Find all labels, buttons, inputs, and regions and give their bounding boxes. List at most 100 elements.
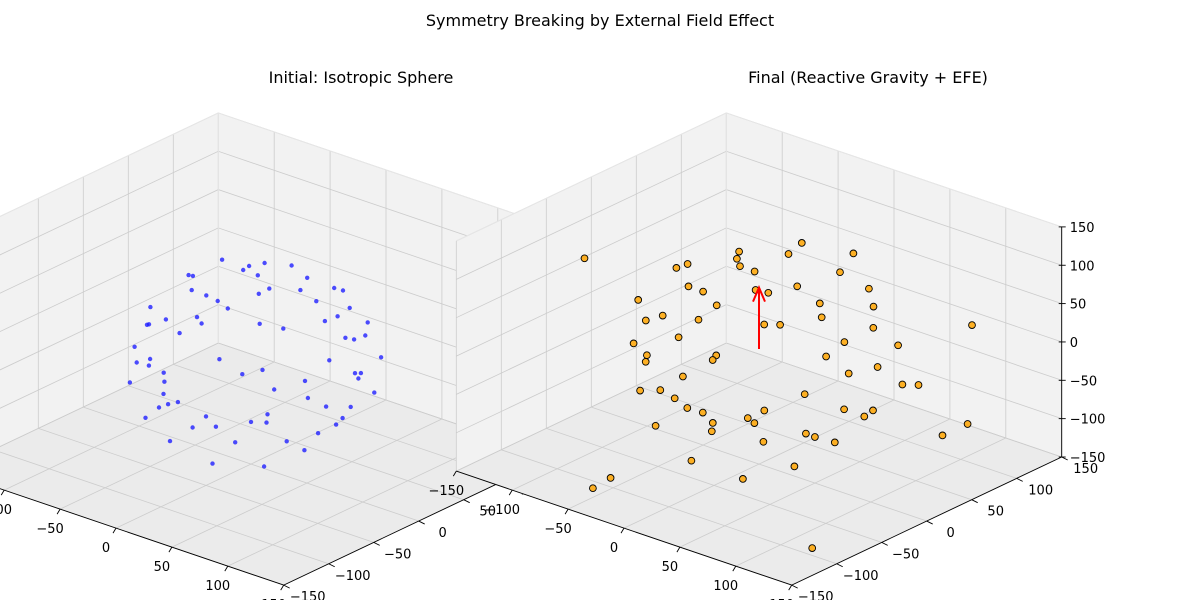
data-point xyxy=(264,420,269,425)
data-point xyxy=(698,408,707,417)
y-tick-mark xyxy=(836,563,843,568)
x-tick-mark xyxy=(452,470,457,477)
field-arrow xyxy=(752,285,766,349)
data-point xyxy=(636,386,644,395)
data-point xyxy=(776,320,784,329)
data-point xyxy=(670,394,679,403)
y-tick-mark xyxy=(1061,456,1068,461)
data-point xyxy=(177,330,182,336)
data-point xyxy=(641,357,650,366)
data-point xyxy=(735,247,743,256)
x-tick-label: 50 xyxy=(662,560,679,575)
y-tick-label: −50 xyxy=(892,547,919,562)
data-point xyxy=(156,405,162,410)
data-point xyxy=(219,257,225,262)
data-point xyxy=(204,293,209,298)
data-point xyxy=(175,399,181,405)
data-point xyxy=(305,395,311,401)
data-point xyxy=(315,431,321,436)
data-point xyxy=(161,370,166,375)
data-point xyxy=(760,320,769,329)
z-tick-label: 0 xyxy=(1070,336,1078,351)
y-tick-label: 50 xyxy=(987,505,1004,520)
data-point xyxy=(194,314,200,320)
figure-suptitle: Symmetry Breaking by External Field Effe… xyxy=(426,11,774,30)
data-point xyxy=(343,335,348,340)
points-final xyxy=(580,239,976,552)
pane-floor xyxy=(0,343,554,586)
data-point xyxy=(365,320,370,325)
data-point xyxy=(860,412,869,421)
y-tick-mark xyxy=(1016,477,1023,482)
data-point xyxy=(333,422,339,427)
x-tick-label: 150 xyxy=(261,598,286,600)
x-tick-label: 100 xyxy=(713,579,738,594)
data-point xyxy=(784,250,793,258)
data-point xyxy=(589,484,597,493)
x-tick-mark xyxy=(676,546,681,553)
data-point xyxy=(658,311,667,320)
data-point xyxy=(683,404,692,412)
data-point xyxy=(210,461,215,466)
data-point xyxy=(760,406,769,415)
y-tick-mark xyxy=(791,584,798,589)
x-tick-mark xyxy=(620,527,625,534)
data-point xyxy=(708,356,717,364)
y-tick-mark xyxy=(463,499,470,504)
data-point xyxy=(127,380,133,385)
data-point xyxy=(134,360,139,365)
data-point xyxy=(793,282,802,291)
data-point xyxy=(332,285,337,291)
data-point xyxy=(347,305,352,311)
x-tick-label: −50 xyxy=(544,522,571,537)
data-point xyxy=(968,321,976,329)
data-point xyxy=(684,282,693,291)
data-point xyxy=(161,391,166,397)
data-point xyxy=(352,371,358,376)
data-point xyxy=(699,287,707,296)
data-point xyxy=(203,414,209,419)
data-point xyxy=(750,419,759,427)
data-point xyxy=(272,387,277,392)
data-point xyxy=(190,273,196,279)
data-point xyxy=(146,363,152,368)
x-tick-mark xyxy=(0,489,5,496)
data-point xyxy=(811,433,819,441)
data-point xyxy=(302,378,308,384)
data-point xyxy=(739,475,747,483)
data-point xyxy=(894,341,902,350)
data-point xyxy=(162,379,167,384)
y-tick-mark xyxy=(373,541,380,546)
data-point xyxy=(830,438,839,447)
data-point xyxy=(148,304,153,310)
z-tick-label: −50 xyxy=(1070,374,1097,389)
data-point xyxy=(869,302,878,311)
y-tick-label: 0 xyxy=(947,526,955,541)
data-point xyxy=(323,404,329,409)
data-point xyxy=(836,268,844,277)
y-tick-label: −50 xyxy=(384,547,411,562)
z-tick-label: 100 xyxy=(1070,259,1095,274)
x-tick-label: 100 xyxy=(205,579,230,594)
data-point xyxy=(257,321,262,326)
data-point xyxy=(580,254,589,263)
data-point xyxy=(167,438,173,444)
y-tick-label: −150 xyxy=(798,590,834,600)
data-point xyxy=(255,273,260,278)
arrow-head xyxy=(752,285,766,302)
x-tick-label: −100 xyxy=(0,503,12,518)
data-point xyxy=(687,456,696,465)
data-point xyxy=(849,249,858,258)
data-point xyxy=(199,321,204,326)
y-tick-mark xyxy=(926,520,933,525)
data-point xyxy=(707,427,716,436)
data-point xyxy=(759,437,768,446)
data-point xyxy=(743,414,752,422)
data-point xyxy=(284,439,289,444)
panel-final: Final (Reactive Gravity + EFE) −150−150−… xyxy=(428,68,1105,600)
data-point xyxy=(256,291,261,296)
data-point xyxy=(963,420,972,428)
y-tick-label: 150 xyxy=(1073,462,1098,477)
data-point xyxy=(186,272,191,278)
